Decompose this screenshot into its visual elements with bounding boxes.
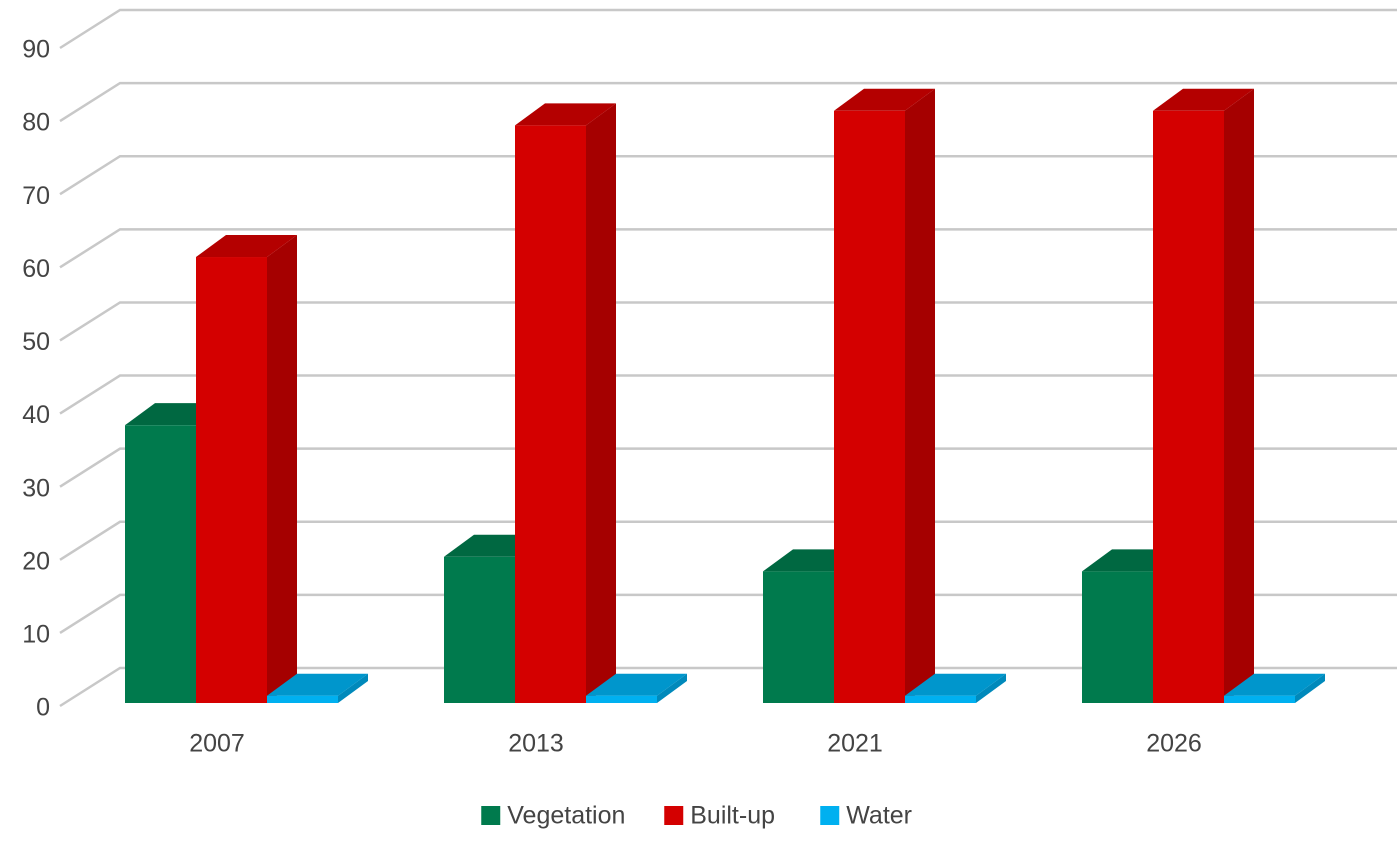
bar-top (515, 103, 616, 126)
bar (1224, 673, 1325, 703)
bar-side (657, 673, 687, 703)
legend-swatch (664, 806, 684, 825)
y-tick-label: 30 (22, 474, 50, 502)
grid-line (59, 666, 1397, 708)
x-tick-label: 2007 (189, 730, 245, 758)
grid-line (59, 228, 1397, 269)
grid-line (59, 301, 1397, 342)
bar-front (834, 110, 905, 704)
bar (1153, 88, 1254, 704)
bar (834, 88, 935, 704)
y-tick-label: 10 (22, 620, 50, 648)
bar (586, 673, 687, 703)
bar (196, 235, 297, 703)
bar-side (1224, 88, 1254, 704)
y-tick-label: 0 (36, 694, 50, 722)
bar-side (586, 103, 616, 703)
legend-swatch (820, 806, 840, 825)
bar-front (1153, 110, 1224, 704)
y-tick-label: 50 (22, 328, 50, 356)
bar-top (267, 673, 368, 696)
x-tick-label: 2021 (827, 730, 883, 758)
y-tick-label: 90 (22, 36, 50, 64)
bar-side (905, 88, 935, 704)
legend-label: Vegetation (507, 802, 625, 830)
bar-top (1224, 673, 1325, 696)
y-tick-label: 60 (22, 255, 50, 283)
y-tick-label: 70 (22, 182, 50, 210)
legend-swatch (481, 806, 501, 825)
bar-top (1153, 88, 1254, 111)
bar-front (763, 571, 834, 703)
grid-line (59, 81, 1397, 123)
bar-top (586, 673, 687, 696)
x-tick-label: 2013 (508, 730, 564, 758)
grid-line (59, 374, 1397, 415)
y-tick-label: 20 (22, 547, 50, 575)
legend-label: Water (846, 802, 912, 830)
bar-top (905, 673, 1006, 696)
bar-front (444, 556, 515, 703)
grid-line (59, 154, 1397, 196)
bar (905, 673, 1006, 703)
bar-front (196, 257, 267, 703)
legend-label: Built-up (690, 802, 775, 830)
legend: Vegetation Built-up Water (481, 802, 912, 830)
bar-front (586, 695, 657, 703)
grid-line (59, 447, 1397, 488)
bar-side (976, 673, 1006, 703)
bar-front (267, 695, 338, 703)
bar-top (196, 235, 297, 258)
bar-front (1224, 695, 1295, 703)
bar (515, 103, 616, 703)
bar (267, 673, 368, 703)
bar-front (515, 125, 586, 703)
grid-line (59, 593, 1397, 634)
y-tick-label: 80 (22, 109, 50, 137)
bar-side (267, 235, 297, 703)
bar-front (125, 425, 196, 703)
bar-side (1295, 673, 1325, 703)
x-tick-label: 2026 (1146, 730, 1202, 758)
bar-front (905, 695, 976, 703)
y-tick-label: 40 (22, 401, 50, 429)
bar-top (834, 88, 935, 111)
grid-line (59, 8, 1397, 50)
bar-front (1082, 571, 1153, 703)
grid-line (59, 520, 1397, 561)
bar-side (338, 673, 368, 703)
